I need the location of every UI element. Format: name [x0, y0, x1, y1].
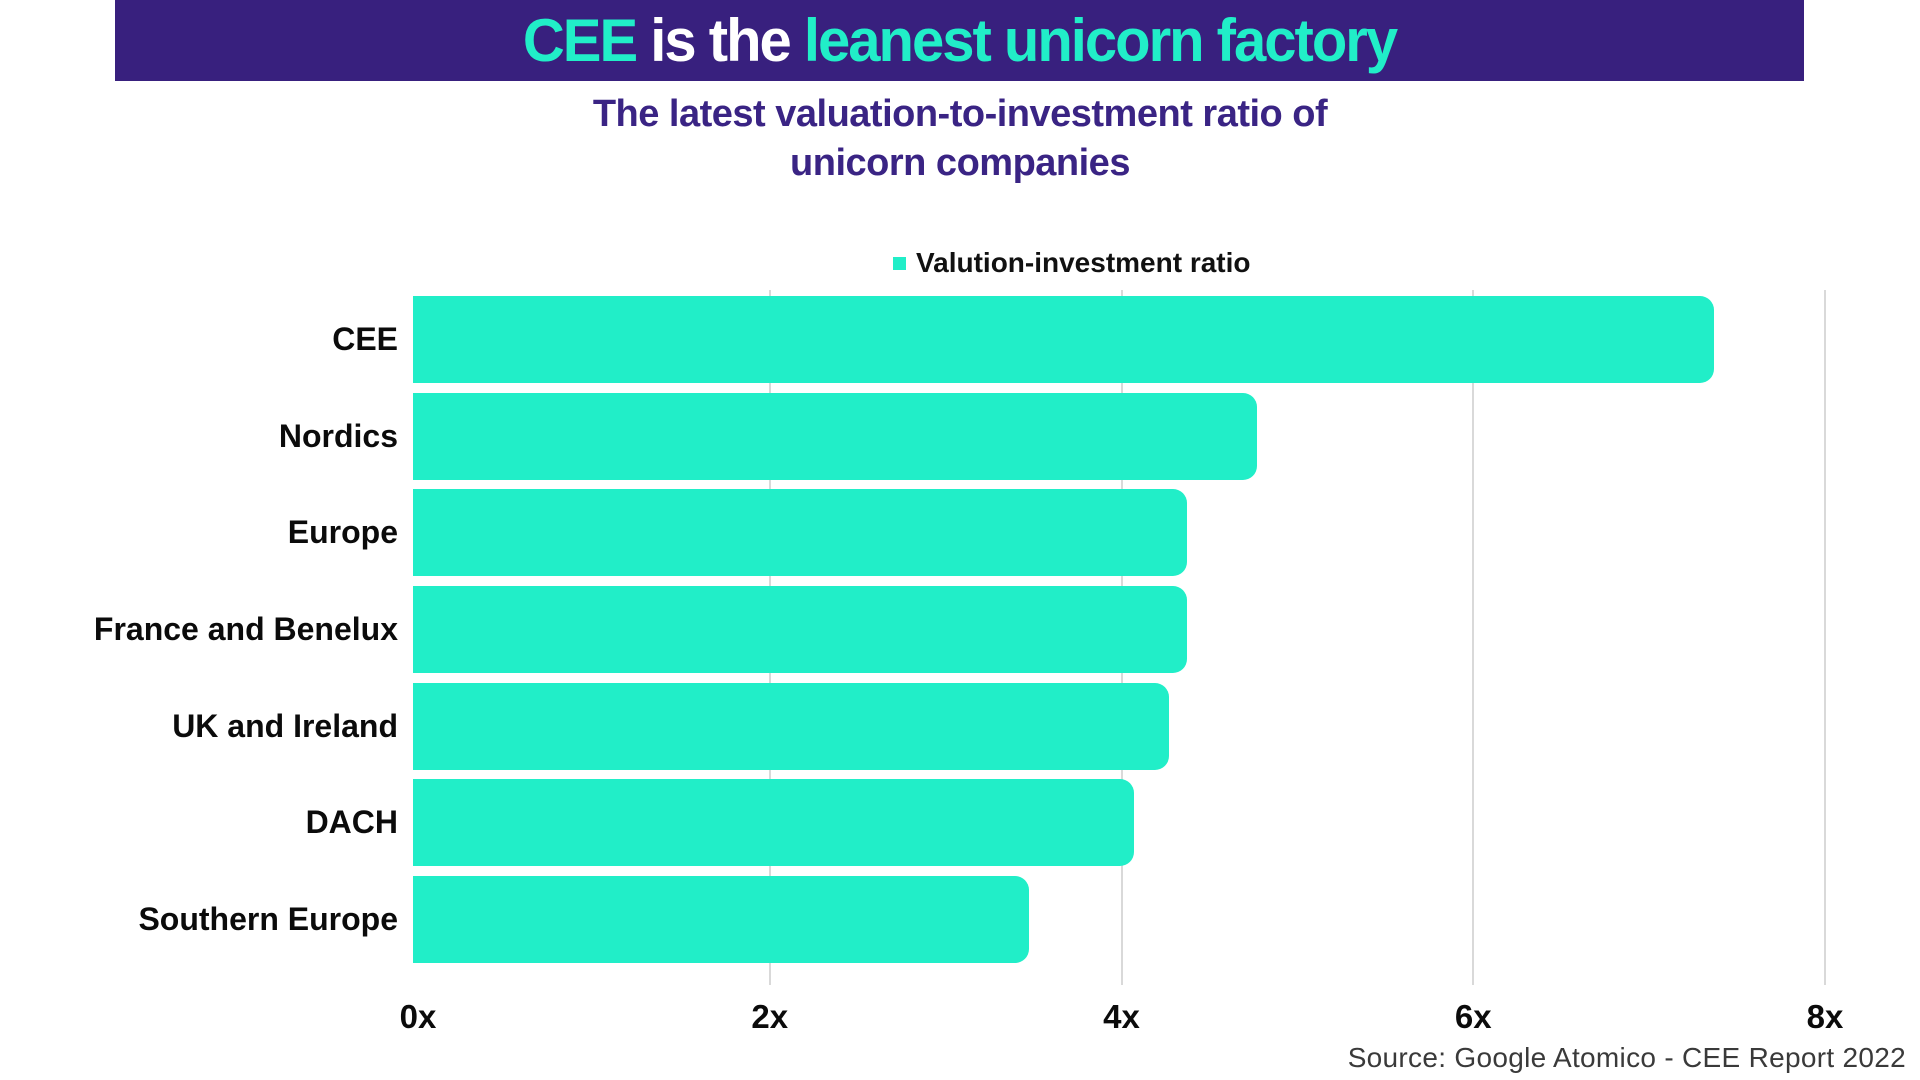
x-axis-tick-label: 6x	[1454, 998, 1492, 1035]
category-label: CEE	[332, 321, 398, 357]
subtitle-line-2: unicorn companies	[790, 142, 1130, 184]
chart-row: CEE	[0, 296, 1825, 383]
category-label: Nordics	[278, 417, 398, 454]
gridline	[1824, 290, 1826, 985]
chart-row: DACH	[0, 779, 1825, 867]
category-label: UK and Ireland	[172, 707, 398, 744]
category-label: Southern Europe	[138, 900, 398, 937]
bar	[413, 682, 1170, 770]
chart-row: Nordics	[0, 392, 1825, 480]
x-axis-tick-label: 8x	[1806, 998, 1844, 1035]
category-label: DACH	[305, 804, 398, 841]
header-banner: CEE is the leanest unicorn factory	[115, 0, 1804, 81]
gridline	[1472, 290, 1475, 985]
bar-track	[413, 682, 1820, 770]
title-accent-rest: leanest unicorn factory	[803, 6, 1398, 75]
chart-row: Southern Europe	[0, 875, 1825, 963]
subtitle-line-1: The latest valuation-to-investment ratio…	[592, 93, 1328, 135]
bar	[413, 392, 1258, 480]
chart-row: UK and Ireland	[0, 682, 1825, 770]
x-axis: 0x 2x 4x 6x 8x	[400, 998, 1844, 1042]
bar	[413, 489, 1187, 577]
bar-track	[413, 489, 1820, 577]
bar-track	[413, 296, 1820, 383]
x-axis-tick-label: 2x	[751, 998, 789, 1035]
category-label: France and Benelux	[93, 610, 398, 647]
bar-track	[413, 779, 1820, 867]
bar	[413, 585, 1187, 673]
page-title: CEE is the leanest unicorn factory	[522, 6, 1398, 76]
chart-subtitle: The latest valuation-to-investment ratio…	[0, 90, 1920, 188]
source-credit: Source: Google Atomico - CEE Report 2022	[1347, 1042, 1906, 1073]
category-label: Europe	[287, 514, 398, 551]
bar-track	[413, 392, 1820, 480]
x-axis-tick-label: 0x	[399, 998, 437, 1035]
legend-swatch-icon	[893, 256, 906, 270]
chart-row: Europe	[0, 489, 1825, 577]
bar-track	[413, 875, 1820, 963]
legend: Valution-investment ratio	[893, 244, 1251, 282]
title-accent-cee: CEE	[522, 6, 638, 75]
bar-track	[413, 585, 1820, 673]
bar	[413, 779, 1135, 867]
bar-chart: CEE Nordics Europe France and Benelux UK and…	[0, 296, 1825, 963]
chart-row: France and Benelux	[0, 585, 1825, 673]
bar	[413, 296, 1715, 383]
bar	[413, 875, 1029, 963]
x-axis-tick-label: 4x	[1103, 998, 1140, 1035]
legend-label: Valution-investment ratio	[916, 247, 1251, 278]
title-middle: is the	[636, 6, 804, 75]
